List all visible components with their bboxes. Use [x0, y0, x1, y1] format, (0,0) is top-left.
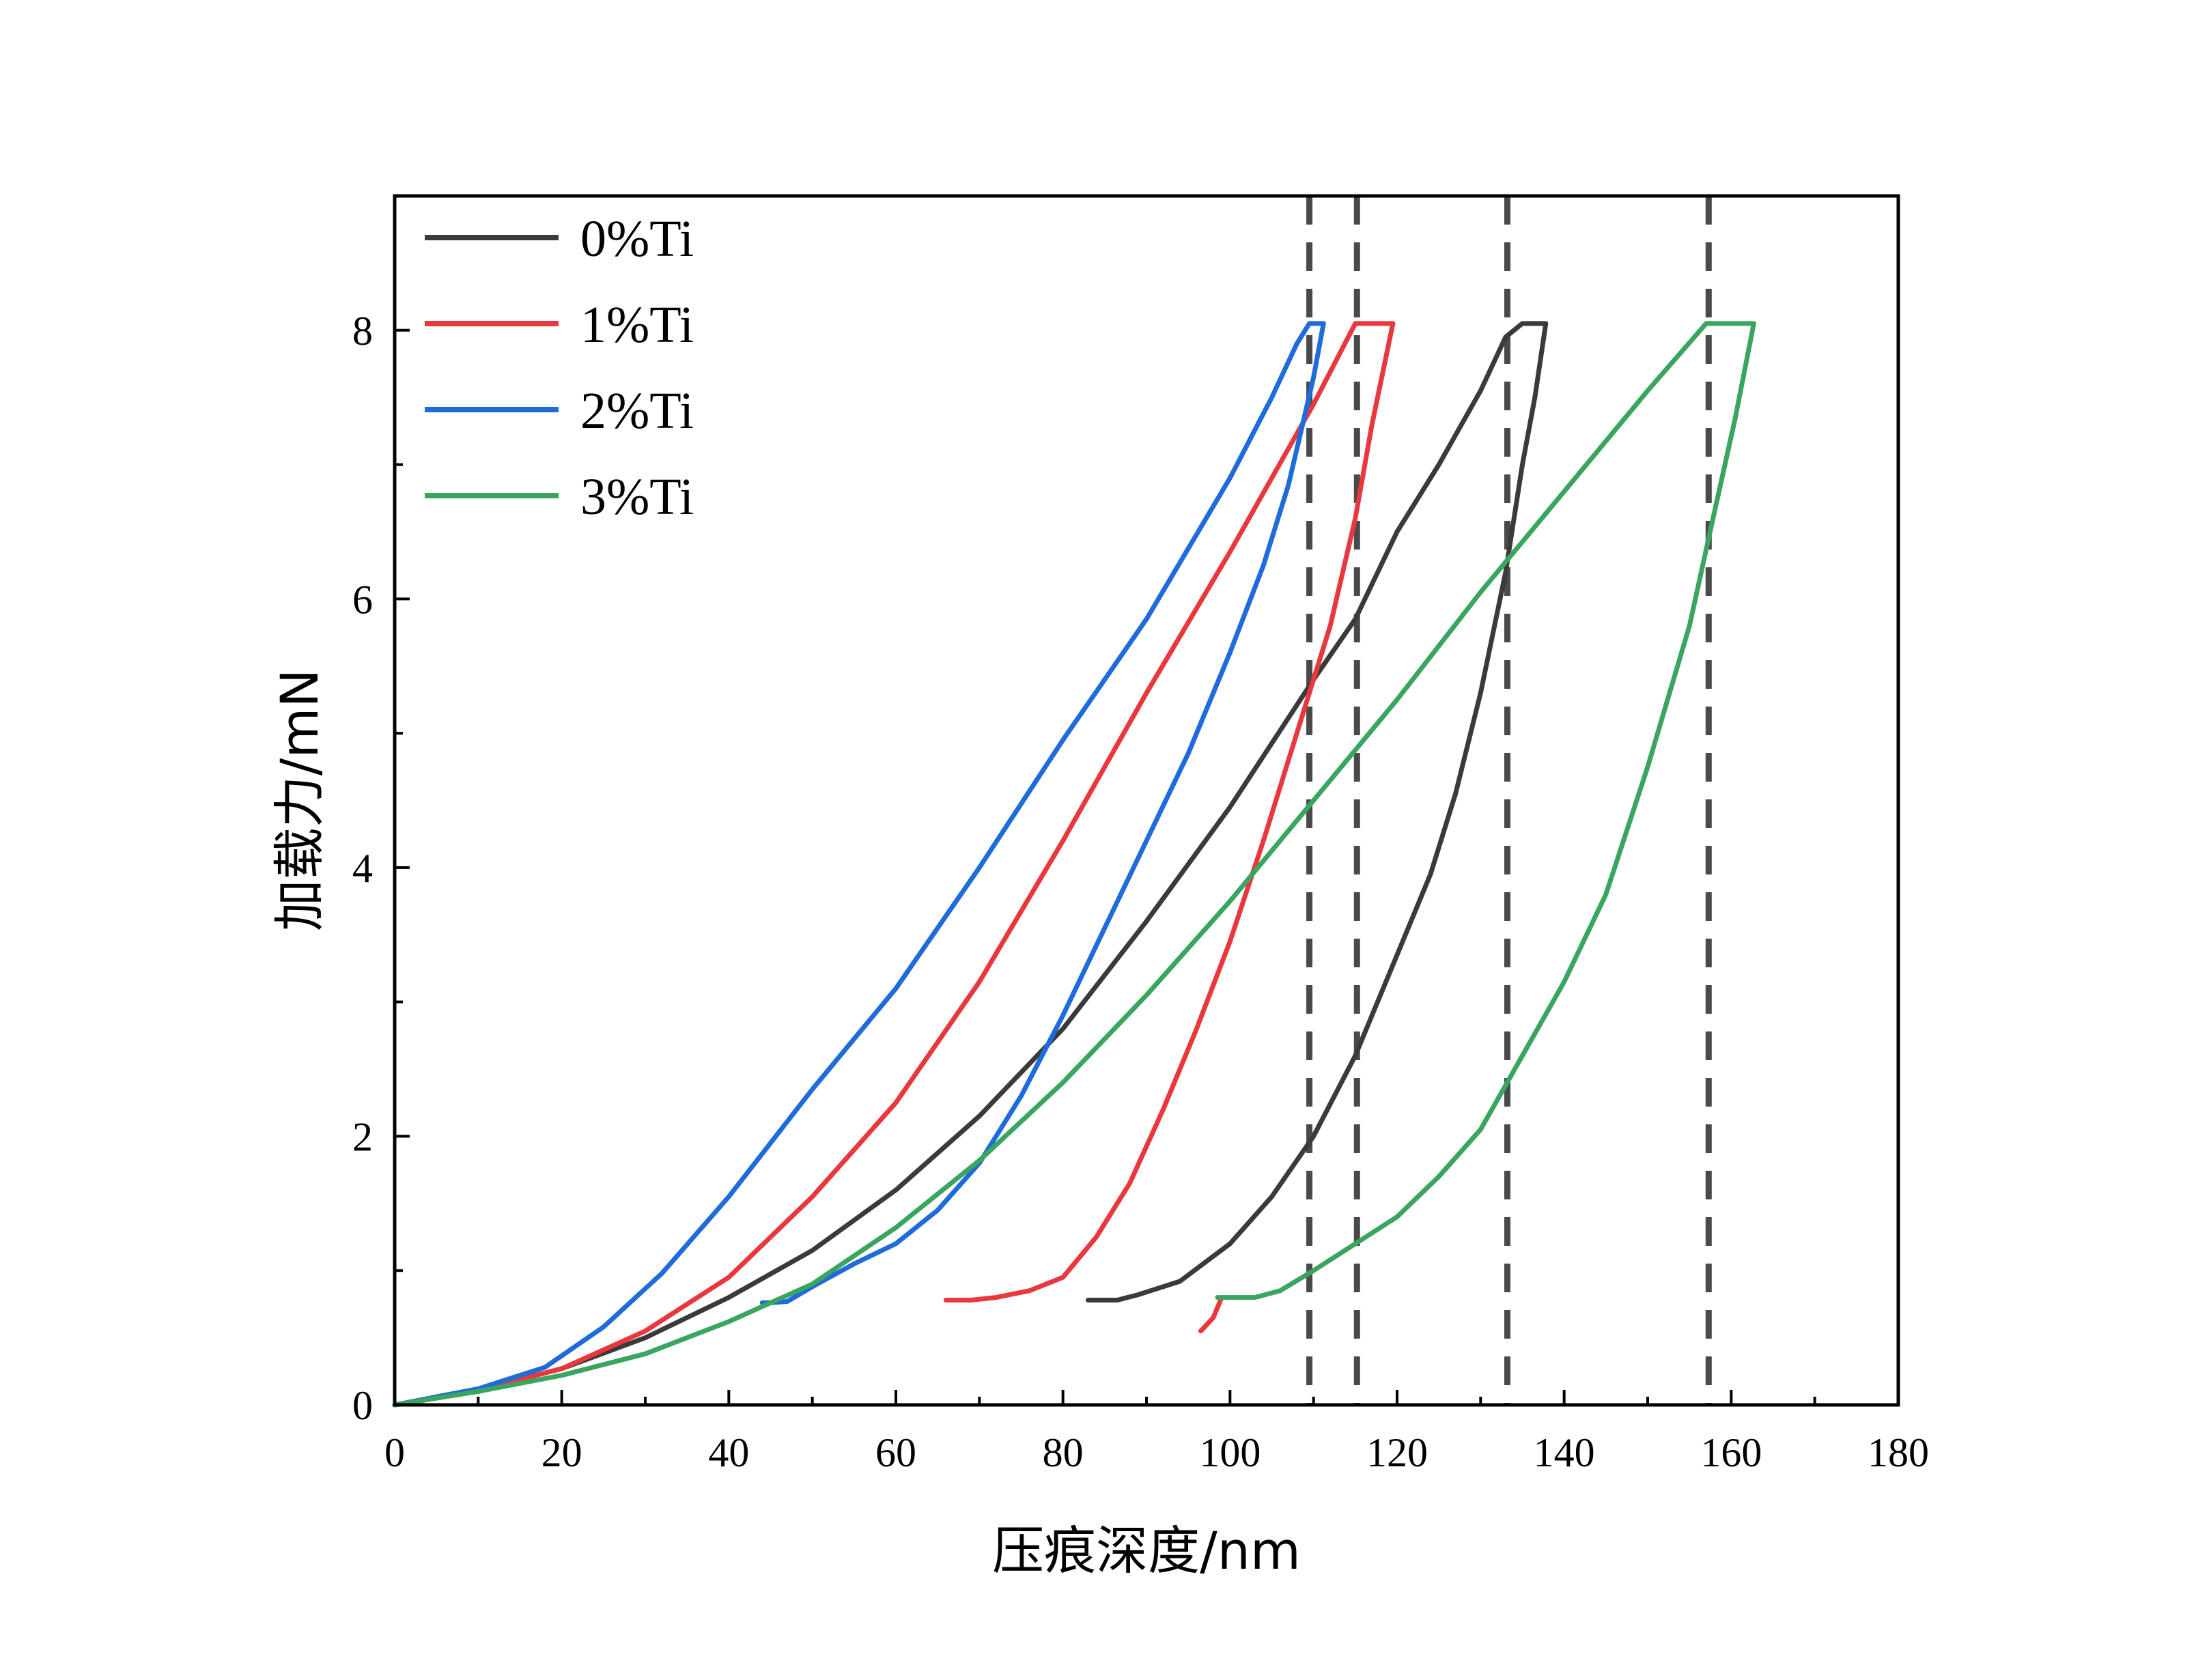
series-line	[392, 321, 1396, 1408]
x-tick-label: 180	[1868, 1430, 1929, 1475]
series-artifact-line	[1198, 1295, 1224, 1334]
x-tick-label: 60	[875, 1430, 916, 1475]
legend-label: 1%Ti	[580, 296, 694, 354]
x-axis: 0 20 40 60 80 100 120 140 160 180	[384, 1390, 1929, 1475]
y-tick-label: 8	[352, 309, 373, 354]
x-tick-label: 160	[1700, 1430, 1762, 1475]
y-tick-label: 4	[352, 846, 373, 891]
series-0%Ti	[392, 321, 1549, 1408]
series-1%Ti	[392, 321, 1396, 1408]
legend-label: 2%Ti	[580, 382, 694, 440]
series-2%Ti	[392, 321, 1326, 1408]
series-3%Ti	[392, 321, 1756, 1408]
x-tick-label: 100	[1199, 1430, 1261, 1475]
series-line	[392, 321, 1756, 1408]
x-tick-label: 20	[541, 1430, 582, 1475]
legend-label: 0%Ti	[580, 210, 694, 268]
x-tick-label: 80	[1043, 1430, 1084, 1475]
y-tick-label: 6	[352, 577, 373, 622]
y-axis: 0 2 4 6 8	[352, 195, 410, 1428]
reference-lines	[1306, 196, 1712, 1405]
x-tick-label: 140	[1534, 1430, 1595, 1475]
y-tick-label: 0	[352, 1383, 373, 1428]
series-layer	[392, 321, 1756, 1408]
x-axis-title: 压痕深度/nm	[992, 1520, 1301, 1581]
plot-frame	[393, 194, 1900, 1407]
series-line	[392, 321, 1326, 1408]
legend-label: 3%Ti	[580, 468, 694, 526]
y-tick-label: 2	[352, 1114, 373, 1159]
series-line	[392, 321, 1549, 1408]
legend: 0%Ti 1%Ti 2%Ti 3%Ti	[425, 210, 694, 526]
x-tick-label: 120	[1366, 1430, 1428, 1475]
x-tick-label: 0	[384, 1430, 405, 1475]
x-tick-label: 40	[708, 1430, 749, 1475]
y-axis-title: 加载力/mN	[269, 669, 330, 932]
